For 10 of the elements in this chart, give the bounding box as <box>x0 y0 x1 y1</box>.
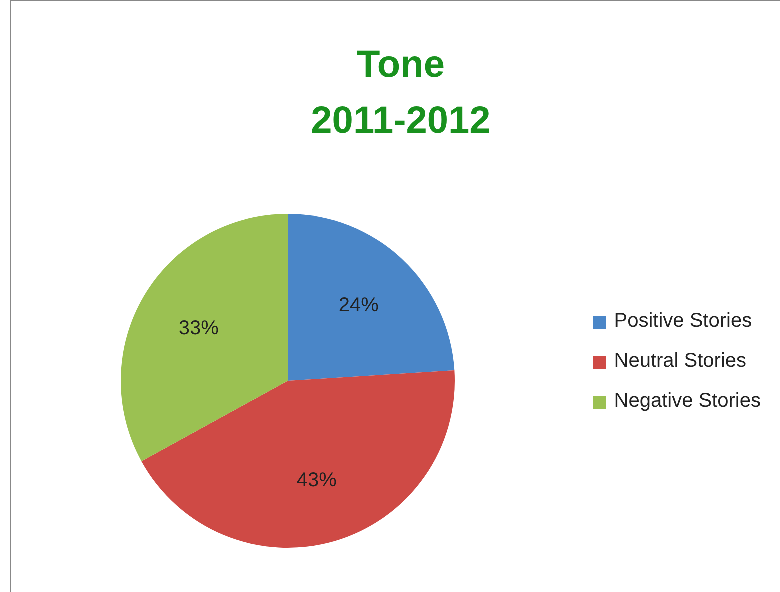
pie-slice <box>142 370 455 548</box>
legend-label: Positive Stories <box>614 310 752 332</box>
pie-slice <box>121 214 288 462</box>
data-label: 43% <box>296 469 338 492</box>
pie-slice <box>288 214 455 381</box>
data-label: 24% <box>338 294 380 317</box>
data-label: 33% <box>178 317 220 340</box>
chart-title: Tone 2011-2012 <box>311 44 491 142</box>
legend-label: Negative Stories <box>614 390 761 412</box>
legend-label: Neutral Stories <box>614 350 747 372</box>
